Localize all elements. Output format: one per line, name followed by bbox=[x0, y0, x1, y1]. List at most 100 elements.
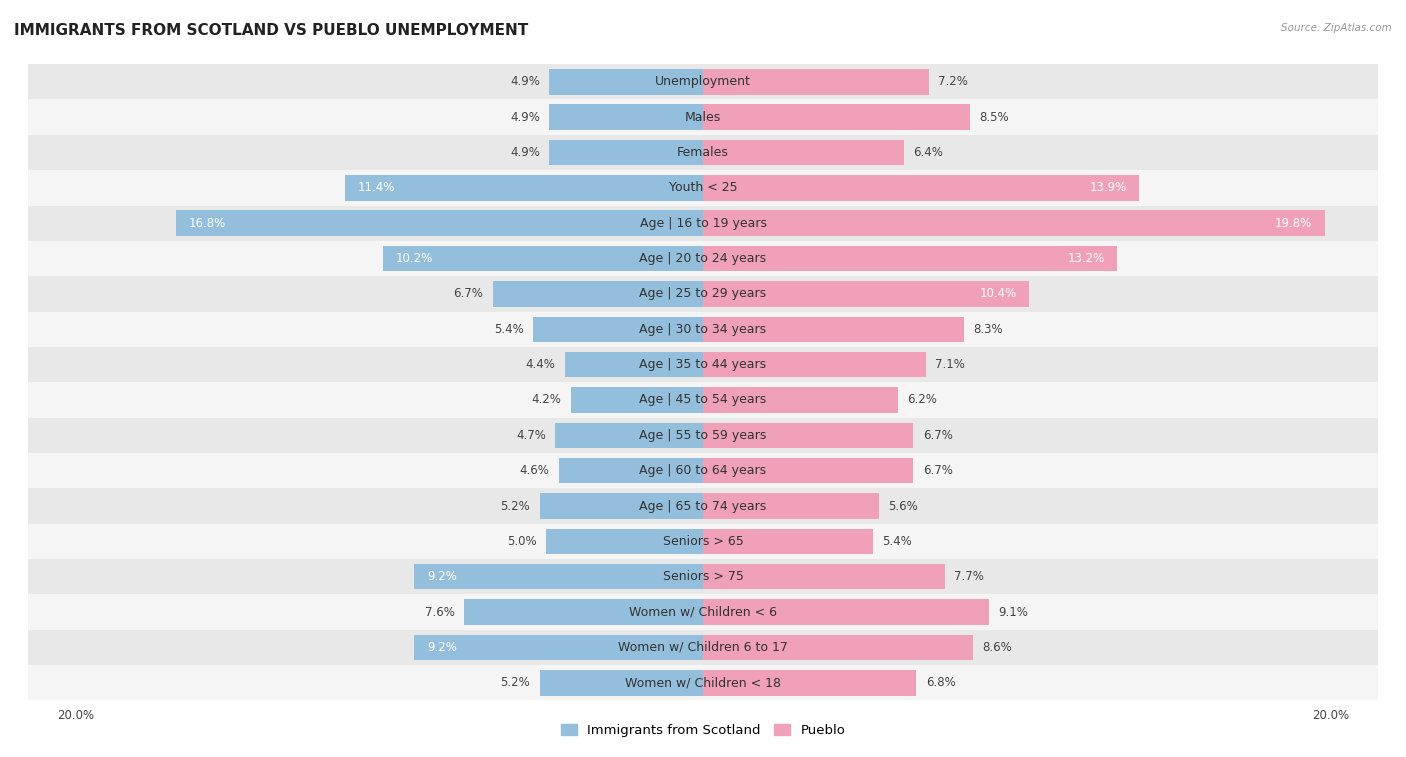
Bar bbox=[344, 175, 703, 201]
Bar bbox=[13, 276, 1393, 312]
Text: Age | 25 to 29 years: Age | 25 to 29 years bbox=[640, 288, 766, 301]
Bar bbox=[415, 564, 703, 590]
Text: 10.2%: 10.2% bbox=[395, 252, 433, 265]
Bar bbox=[703, 634, 973, 660]
Text: 9.1%: 9.1% bbox=[998, 606, 1028, 618]
Text: 5.6%: 5.6% bbox=[889, 500, 918, 512]
Bar bbox=[533, 316, 703, 342]
Text: 13.2%: 13.2% bbox=[1067, 252, 1105, 265]
Bar bbox=[703, 670, 917, 696]
Bar bbox=[565, 352, 703, 377]
Text: 4.4%: 4.4% bbox=[526, 358, 555, 371]
Text: Women w/ Children 6 to 17: Women w/ Children 6 to 17 bbox=[619, 641, 787, 654]
Text: 6.8%: 6.8% bbox=[927, 676, 956, 690]
Bar bbox=[13, 347, 1393, 382]
Text: Unemployment: Unemployment bbox=[655, 75, 751, 89]
Text: 6.7%: 6.7% bbox=[453, 288, 484, 301]
Text: Women w/ Children < 6: Women w/ Children < 6 bbox=[628, 606, 778, 618]
Text: 7.6%: 7.6% bbox=[425, 606, 456, 618]
Text: 5.4%: 5.4% bbox=[882, 535, 911, 548]
Bar bbox=[464, 600, 703, 625]
Text: 8.6%: 8.6% bbox=[983, 641, 1012, 654]
Bar bbox=[540, 494, 703, 519]
Text: 5.2%: 5.2% bbox=[501, 500, 530, 512]
Bar bbox=[13, 64, 1393, 99]
Bar bbox=[540, 670, 703, 696]
Text: 4.9%: 4.9% bbox=[510, 146, 540, 159]
Text: Females: Females bbox=[678, 146, 728, 159]
Text: 4.9%: 4.9% bbox=[510, 111, 540, 123]
Text: 11.4%: 11.4% bbox=[357, 182, 395, 195]
Text: Women w/ Children < 18: Women w/ Children < 18 bbox=[626, 676, 780, 690]
Bar bbox=[703, 388, 897, 413]
Bar bbox=[13, 135, 1393, 170]
Text: 5.0%: 5.0% bbox=[508, 535, 537, 548]
Text: 9.2%: 9.2% bbox=[427, 641, 457, 654]
Text: Age | 30 to 34 years: Age | 30 to 34 years bbox=[640, 322, 766, 336]
Bar bbox=[13, 170, 1393, 205]
Text: 13.9%: 13.9% bbox=[1090, 182, 1126, 195]
Bar bbox=[703, 175, 1139, 201]
Text: Seniors > 65: Seniors > 65 bbox=[662, 535, 744, 548]
Text: 16.8%: 16.8% bbox=[188, 217, 225, 229]
Bar bbox=[13, 594, 1393, 630]
Bar bbox=[703, 422, 914, 448]
Bar bbox=[13, 559, 1393, 594]
Text: Age | 20 to 24 years: Age | 20 to 24 years bbox=[640, 252, 766, 265]
Bar bbox=[13, 312, 1393, 347]
Bar bbox=[546, 528, 703, 554]
Bar bbox=[703, 528, 873, 554]
Bar bbox=[558, 458, 703, 484]
Bar bbox=[703, 316, 963, 342]
Text: Age | 60 to 64 years: Age | 60 to 64 years bbox=[640, 464, 766, 477]
Bar bbox=[703, 458, 914, 484]
Bar bbox=[703, 104, 970, 130]
Text: 19.8%: 19.8% bbox=[1275, 217, 1312, 229]
Bar bbox=[550, 104, 703, 130]
Bar bbox=[550, 69, 703, 95]
Text: Males: Males bbox=[685, 111, 721, 123]
Bar bbox=[555, 422, 703, 448]
Text: Age | 16 to 19 years: Age | 16 to 19 years bbox=[640, 217, 766, 229]
Bar bbox=[13, 241, 1393, 276]
Text: 5.2%: 5.2% bbox=[501, 676, 530, 690]
Text: 8.3%: 8.3% bbox=[973, 322, 1002, 336]
Bar bbox=[703, 69, 929, 95]
Bar bbox=[13, 665, 1393, 700]
Bar bbox=[703, 564, 945, 590]
Text: 8.5%: 8.5% bbox=[979, 111, 1010, 123]
Text: Age | 65 to 74 years: Age | 65 to 74 years bbox=[640, 500, 766, 512]
Bar bbox=[550, 140, 703, 165]
Text: Source: ZipAtlas.com: Source: ZipAtlas.com bbox=[1281, 23, 1392, 33]
Text: 4.6%: 4.6% bbox=[519, 464, 550, 477]
Bar bbox=[13, 630, 1393, 665]
Text: 10.4%: 10.4% bbox=[980, 288, 1017, 301]
Bar bbox=[13, 418, 1393, 453]
Bar bbox=[571, 388, 703, 413]
Bar bbox=[13, 99, 1393, 135]
Bar bbox=[13, 488, 1393, 524]
Text: 4.7%: 4.7% bbox=[516, 428, 546, 442]
Text: 7.2%: 7.2% bbox=[938, 75, 969, 89]
Text: 4.9%: 4.9% bbox=[510, 75, 540, 89]
Bar bbox=[703, 600, 988, 625]
Text: Age | 35 to 44 years: Age | 35 to 44 years bbox=[640, 358, 766, 371]
Bar bbox=[703, 246, 1118, 271]
Text: 6.7%: 6.7% bbox=[922, 464, 953, 477]
Text: 5.4%: 5.4% bbox=[495, 322, 524, 336]
Text: 7.7%: 7.7% bbox=[955, 570, 984, 583]
Text: 6.7%: 6.7% bbox=[922, 428, 953, 442]
Bar bbox=[176, 210, 703, 236]
Text: Seniors > 75: Seniors > 75 bbox=[662, 570, 744, 583]
Bar bbox=[492, 281, 703, 307]
Bar bbox=[13, 524, 1393, 559]
Text: Age | 55 to 59 years: Age | 55 to 59 years bbox=[640, 428, 766, 442]
Bar bbox=[13, 205, 1393, 241]
Bar bbox=[703, 210, 1324, 236]
Bar bbox=[703, 352, 927, 377]
Text: 9.2%: 9.2% bbox=[427, 570, 457, 583]
Bar bbox=[703, 140, 904, 165]
Text: 6.2%: 6.2% bbox=[907, 394, 936, 407]
Bar bbox=[703, 281, 1029, 307]
Bar bbox=[382, 246, 703, 271]
